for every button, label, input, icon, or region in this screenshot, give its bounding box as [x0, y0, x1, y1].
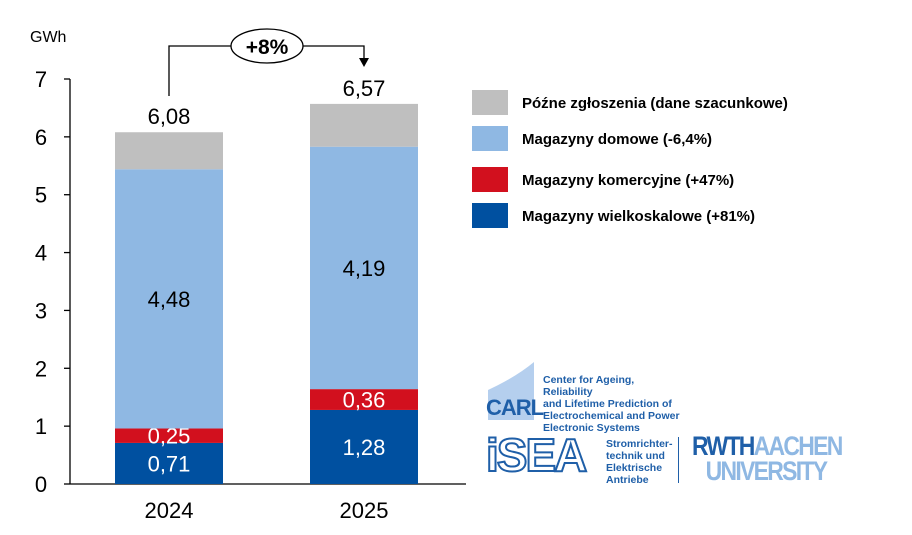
bar-segment: [310, 409, 418, 484]
y-tick-label: 4: [35, 241, 47, 266]
bar-segment: [310, 146, 418, 390]
data-label: 1,28: [343, 435, 386, 460]
data-label: 4,48: [148, 287, 191, 312]
y-tick-label: 3: [35, 298, 47, 323]
rwth-logo: RWTHAACHEN UNIVERSITY: [692, 431, 862, 490]
data-label: 0,36: [343, 388, 386, 413]
bar-segment: [115, 428, 223, 443]
legend-swatch: [472, 203, 508, 228]
isea-line: Antriebe: [606, 474, 649, 486]
total-label: 6,57: [343, 76, 386, 101]
isea-logo: iSEA Stromrichter- technik und Elektrisc…: [485, 428, 676, 490]
legend-label: Magazyny wielkoskalowe (+81%): [522, 208, 755, 225]
arrow-head: [359, 58, 369, 67]
carl-abbr: CARL: [486, 395, 544, 420]
bar-segment: [115, 169, 223, 429]
university-text: UNIVERSITY: [705, 456, 828, 486]
y-tick-label: 5: [35, 183, 47, 208]
bar-segment: [310, 103, 418, 147]
carl-logo-graphic: [488, 362, 534, 420]
total-label: 6,08: [148, 104, 191, 129]
legend: Późne zgłoszenia (dane szacunkowe) Magazy…: [472, 90, 788, 228]
y-tick-label: 0: [35, 472, 47, 497]
change-arrow: [168, 45, 365, 96]
legend-label: Magazyny komercyjne (+47%): [522, 172, 734, 189]
aachen-text: AACHEN: [753, 431, 844, 461]
change-label: +8%: [246, 36, 289, 59]
carl-line: Electronic Systems: [543, 422, 640, 434]
y-tick-label: 7: [35, 67, 47, 92]
data-label: 4,19: [343, 256, 386, 281]
isea-line: technik und: [606, 450, 665, 462]
isea-line: Stromrichter-: [606, 438, 673, 450]
change-annotation: +8%: [168, 28, 369, 96]
carl-line: Electrochemical and Power: [543, 410, 680, 422]
isea-description: Stromrichter- technik und Elektrische An…: [606, 438, 673, 486]
x-tick-label: 2025: [340, 498, 389, 523]
carl-logo: CARL Center for Ageing, Reliability and …: [486, 362, 686, 434]
legend-label: Magazyny domowe (-6,4%): [522, 131, 712, 148]
bar-segment: [310, 389, 418, 410]
y-tick-label: 1: [35, 414, 47, 439]
y-tick-label: 2: [35, 356, 47, 381]
data-label: 0,71: [148, 451, 191, 476]
bar-segment: [115, 132, 223, 170]
isea-line: Elektrische: [606, 462, 663, 474]
y-tick-label: 6: [35, 125, 47, 150]
y-axis-unit-label: GWh: [30, 29, 66, 46]
legend-swatch: [472, 126, 508, 151]
legend-swatch: [472, 167, 508, 192]
change-bubble: [230, 28, 304, 64]
x-tick-label: 2024: [145, 498, 194, 523]
carl-description: Center for Ageing, Reliability and Lifet…: [543, 374, 686, 434]
isea-abbr: iSEA: [485, 428, 588, 482]
bar-segment: [115, 442, 223, 484]
rwth-text: RWTH: [692, 431, 755, 461]
carl-line: and Lifetime Prediction of: [543, 398, 672, 410]
axes: 0 1 2 3 4 5 6 7: [35, 67, 466, 497]
legend-swatch: [472, 90, 508, 115]
divider: [678, 437, 679, 483]
legend-label: Późne zgłoszenia (dane szacunkowe): [522, 95, 788, 112]
carl-line: Center for Ageing, Reliability: [543, 374, 635, 398]
